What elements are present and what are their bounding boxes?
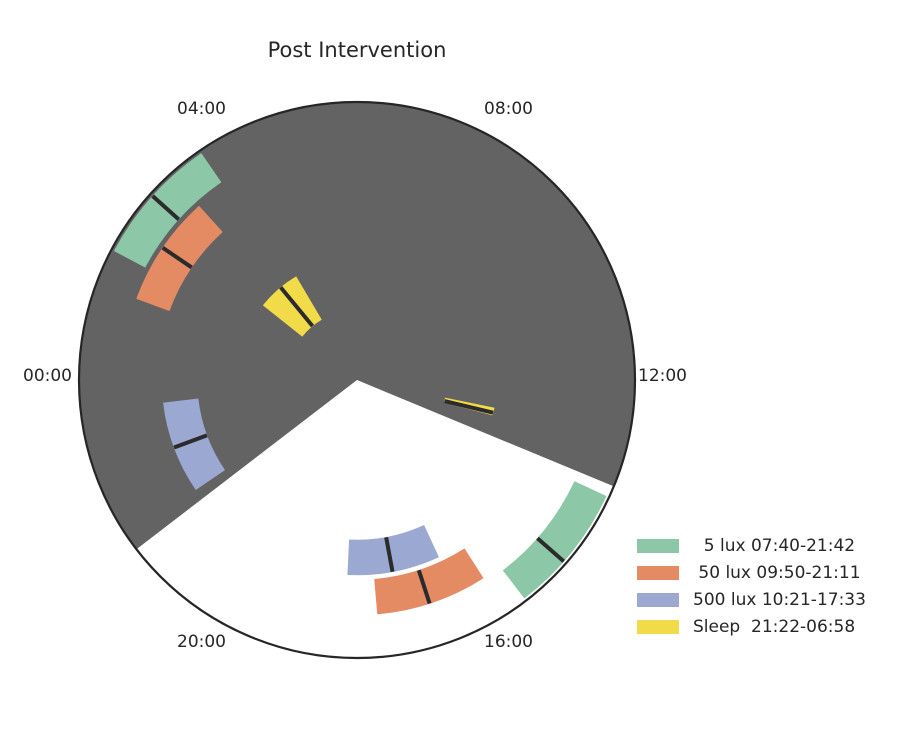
legend-label: 5 lux 07:40-21:42 bbox=[693, 535, 856, 556]
legend-item: 500 lux 10:21-17:33 bbox=[637, 586, 866, 613]
legend-label: Sleep 21:22-06:58 bbox=[693, 616, 856, 637]
series-marker-5-start bbox=[536, 536, 566, 563]
legend-item: 50 lux 09:50-21:11 bbox=[637, 559, 866, 586]
series-arc-5-start bbox=[502, 481, 607, 599]
legend-item: Sleep 21:22-06:58 bbox=[637, 613, 866, 640]
chart-title: Post Intervention bbox=[267, 38, 447, 62]
tick-label-0000: 00:00 bbox=[23, 366, 72, 386]
series-arc-50-start bbox=[374, 548, 484, 615]
tick-label-0800: 08:00 bbox=[484, 99, 533, 119]
series-marker-500-end bbox=[173, 433, 208, 450]
tick-label-0400: 04:00 bbox=[177, 99, 226, 119]
series-marker-sleep-evening bbox=[279, 286, 315, 328]
legend-swatch bbox=[637, 565, 679, 580]
series-marker-500-start bbox=[384, 536, 395, 573]
dark-period-wedge bbox=[79, 101, 635, 550]
tick-label-1600: 16:00 bbox=[484, 632, 533, 652]
legend-swatch bbox=[637, 619, 679, 634]
clock-outline bbox=[77, 100, 637, 660]
series-marker-5-end bbox=[151, 194, 180, 221]
tick-label-2000: 20:00 bbox=[177, 632, 226, 652]
chart-legend: 5 lux 07:40-21:42 50 lux 09:50-21:11 500… bbox=[637, 532, 866, 640]
series-arc-500-end bbox=[163, 398, 226, 491]
legend-label: 50 lux 09:50-21:11 bbox=[693, 562, 861, 583]
legend-item: 5 lux 07:40-21:42 bbox=[637, 532, 866, 559]
legend-swatch bbox=[637, 538, 679, 553]
tick-label-1200: 12:00 bbox=[638, 366, 687, 386]
legend-label: 500 lux 10:21-17:33 bbox=[693, 589, 866, 610]
series-marker-sleep-morning bbox=[444, 399, 494, 415]
series-marker-50-end bbox=[161, 246, 193, 270]
legend-swatch bbox=[637, 592, 679, 607]
series-arc-500-start bbox=[347, 524, 439, 576]
series-marker-50-start bbox=[416, 569, 432, 605]
